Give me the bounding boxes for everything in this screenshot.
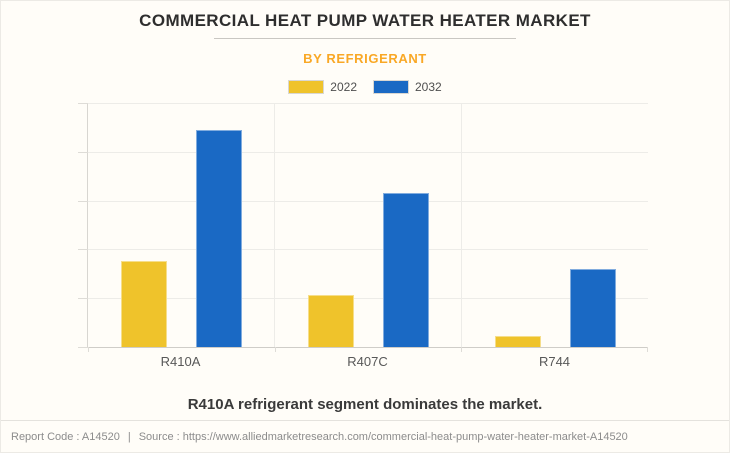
chart-subtitle: BY REFRIGERANT bbox=[303, 51, 427, 66]
gridline-horizontal bbox=[88, 298, 648, 300]
bar-r744-2022 bbox=[494, 336, 541, 347]
x-axis-label-r744: R744 bbox=[538, 354, 571, 369]
x-axis-tick bbox=[274, 347, 276, 352]
y-axis-tick bbox=[78, 103, 88, 104]
legend-label: 2032 bbox=[415, 80, 442, 94]
category-group-r410a bbox=[88, 103, 275, 347]
legend-swatch-2032 bbox=[373, 80, 409, 94]
footer-separator: | bbox=[127, 430, 131, 443]
gridline-horizontal bbox=[88, 249, 648, 251]
plot-area bbox=[78, 103, 648, 352]
bar-r744-2032 bbox=[569, 269, 616, 347]
bar-r407c-2032 bbox=[382, 192, 429, 347]
x-axis-tick bbox=[88, 347, 89, 352]
gridline-horizontal bbox=[88, 200, 648, 202]
x-axis-label-r410a: R410A bbox=[160, 354, 201, 369]
y-axis-tick bbox=[78, 298, 88, 300]
insight-note: R410A refrigerant segment dominates the … bbox=[187, 396, 543, 413]
bar-r410a-2022 bbox=[120, 261, 167, 347]
legend-item-2022[interactable]: 2022 bbox=[288, 80, 357, 94]
legend-swatch-2022 bbox=[288, 80, 325, 94]
y-axis-tick bbox=[78, 347, 88, 348]
bar-groups bbox=[88, 103, 648, 347]
y-axis-tick bbox=[78, 151, 88, 153]
y-axis-tick bbox=[78, 200, 88, 202]
category-group-r407c bbox=[275, 103, 462, 347]
x-axis-tick bbox=[461, 347, 463, 352]
gridline-horizontal bbox=[88, 103, 648, 104]
report-code: Report Code : A14520 bbox=[11, 430, 120, 443]
category-group-r744 bbox=[462, 103, 648, 347]
x-axis-tick bbox=[647, 347, 648, 352]
title-divider bbox=[214, 38, 516, 39]
legend: 2022 2032 bbox=[1, 80, 729, 94]
legend-label: 2022 bbox=[330, 80, 357, 94]
x-axis-label-r407c: R407C bbox=[347, 354, 388, 369]
x-axis-labels: R410A R407C R744 bbox=[87, 354, 648, 369]
legend-item-2032[interactable]: 2032 bbox=[373, 80, 442, 94]
bar-r407c-2022 bbox=[307, 295, 354, 347]
y-axis-tick bbox=[78, 249, 88, 251]
bar-r410a-2032 bbox=[195, 129, 242, 347]
gridline-horizontal bbox=[88, 151, 648, 153]
footer: Report Code : A14520 | Source : https://… bbox=[1, 420, 729, 452]
chart-title: COMMERCIAL HEAT PUMP WATER HEATER MARKET bbox=[139, 11, 591, 30]
source-url: Source : https://www.alliedmarketresearc… bbox=[138, 430, 628, 443]
